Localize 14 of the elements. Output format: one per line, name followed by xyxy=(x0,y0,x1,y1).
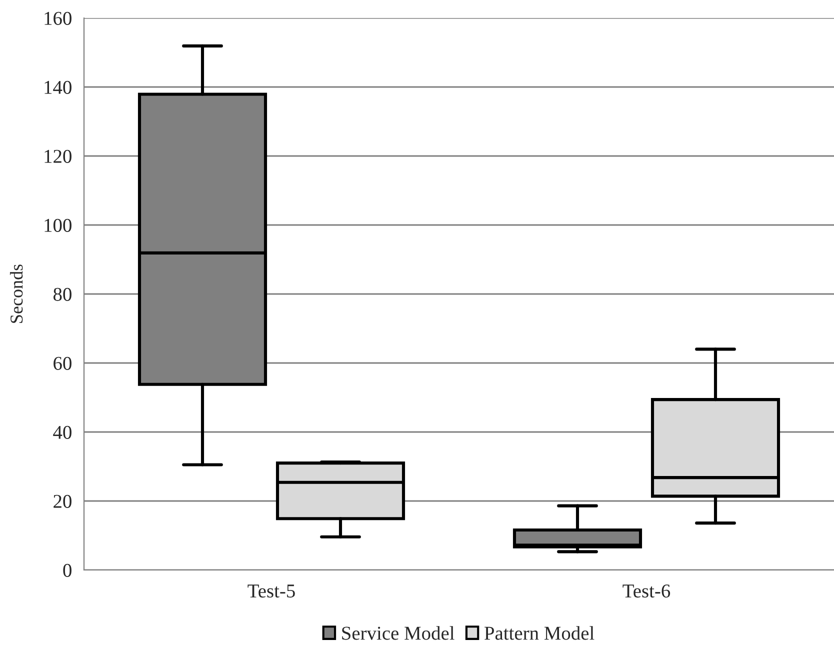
legend-label: Service Model xyxy=(342,626,454,640)
y-tick-label: 20 xyxy=(54,494,72,508)
y-tick-label: 100 xyxy=(44,218,72,232)
y-tick-label: 40 xyxy=(53,426,72,439)
y-tick-label: 0 xyxy=(63,564,72,577)
y-tick-label: 80 xyxy=(53,288,72,301)
x-tick-label: Test-6 xyxy=(622,584,670,598)
y-tick-label: 140 xyxy=(44,80,72,94)
y-tick-label: 120 xyxy=(44,150,72,163)
x-tick-label: Test-5 xyxy=(248,584,295,598)
y-tick-label: 60 xyxy=(54,356,72,370)
y-axis-title: Seconds xyxy=(10,264,23,323)
y-tick-label: 160 xyxy=(44,12,72,25)
legend-label: Pattern Model xyxy=(484,626,594,640)
